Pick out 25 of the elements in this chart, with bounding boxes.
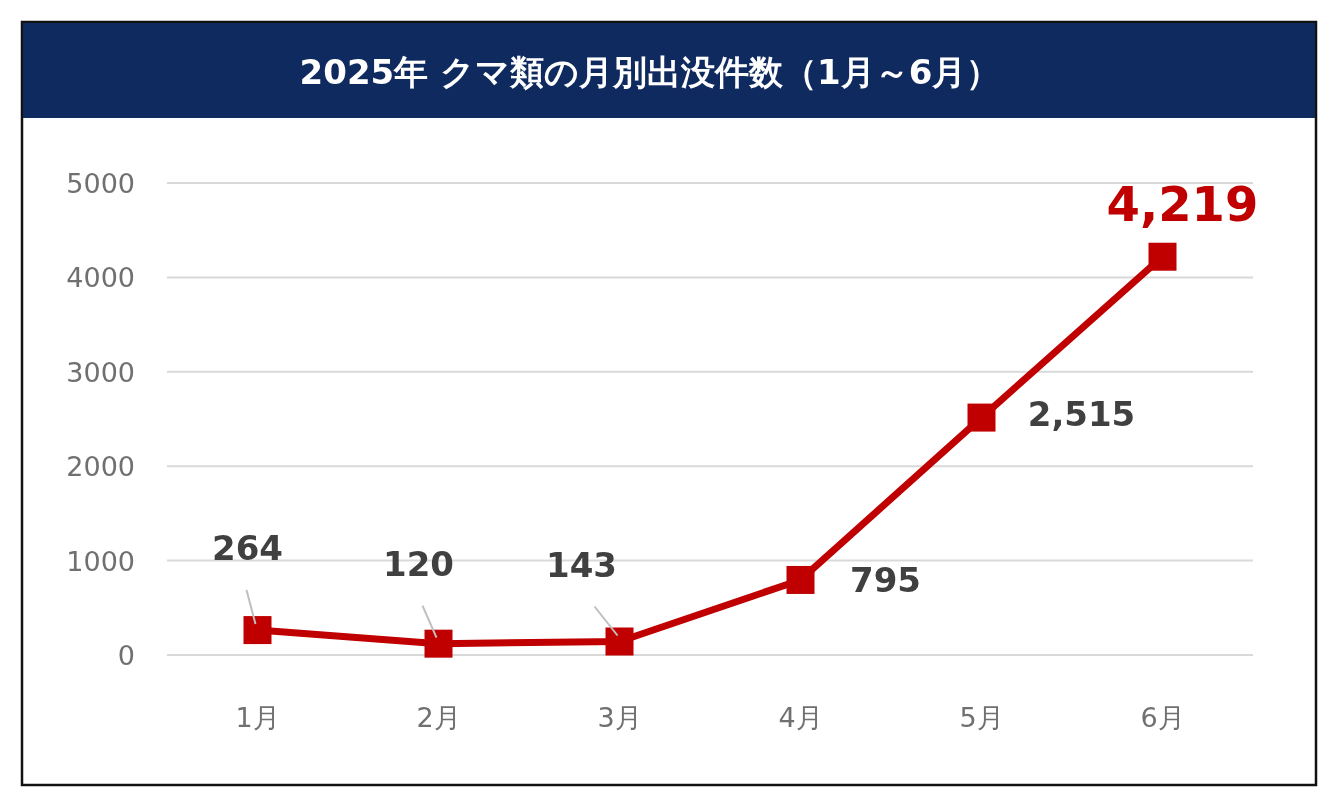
x-tick-label: 6月 [1140, 702, 1185, 733]
y-tick-label: 1000 [66, 545, 135, 577]
point [1148, 242, 1177, 271]
y-tick-label: 3000 [66, 356, 135, 388]
y-tick-label: 0 [117, 640, 135, 671]
data-label: 120 [383, 543, 454, 584]
y-tick-label: 5000 [66, 168, 135, 199]
x-tick-label: 3月 [597, 702, 642, 733]
y-tick-label: 4000 [66, 262, 135, 294]
y-tick-label: 2000 [66, 451, 135, 483]
data-label: 795 [850, 559, 921, 600]
x-tick-label: 1月 [235, 702, 280, 733]
x-tick-label: 4月 [778, 702, 823, 733]
x-tick-label: 5月 [959, 702, 1004, 733]
point [243, 616, 272, 645]
point [967, 403, 996, 432]
data-label: 2,515 [1027, 393, 1136, 434]
data-label: 143 [546, 544, 617, 585]
chart-title: 2025年 クマ類の月別出没件数（1月～6月） [299, 52, 1001, 92]
point [605, 627, 634, 656]
data-label: 264 [212, 528, 283, 569]
data-label: 4,219 [1106, 175, 1259, 232]
point [424, 629, 453, 658]
x-tick-label: 2月 [416, 702, 461, 733]
point [786, 565, 815, 594]
